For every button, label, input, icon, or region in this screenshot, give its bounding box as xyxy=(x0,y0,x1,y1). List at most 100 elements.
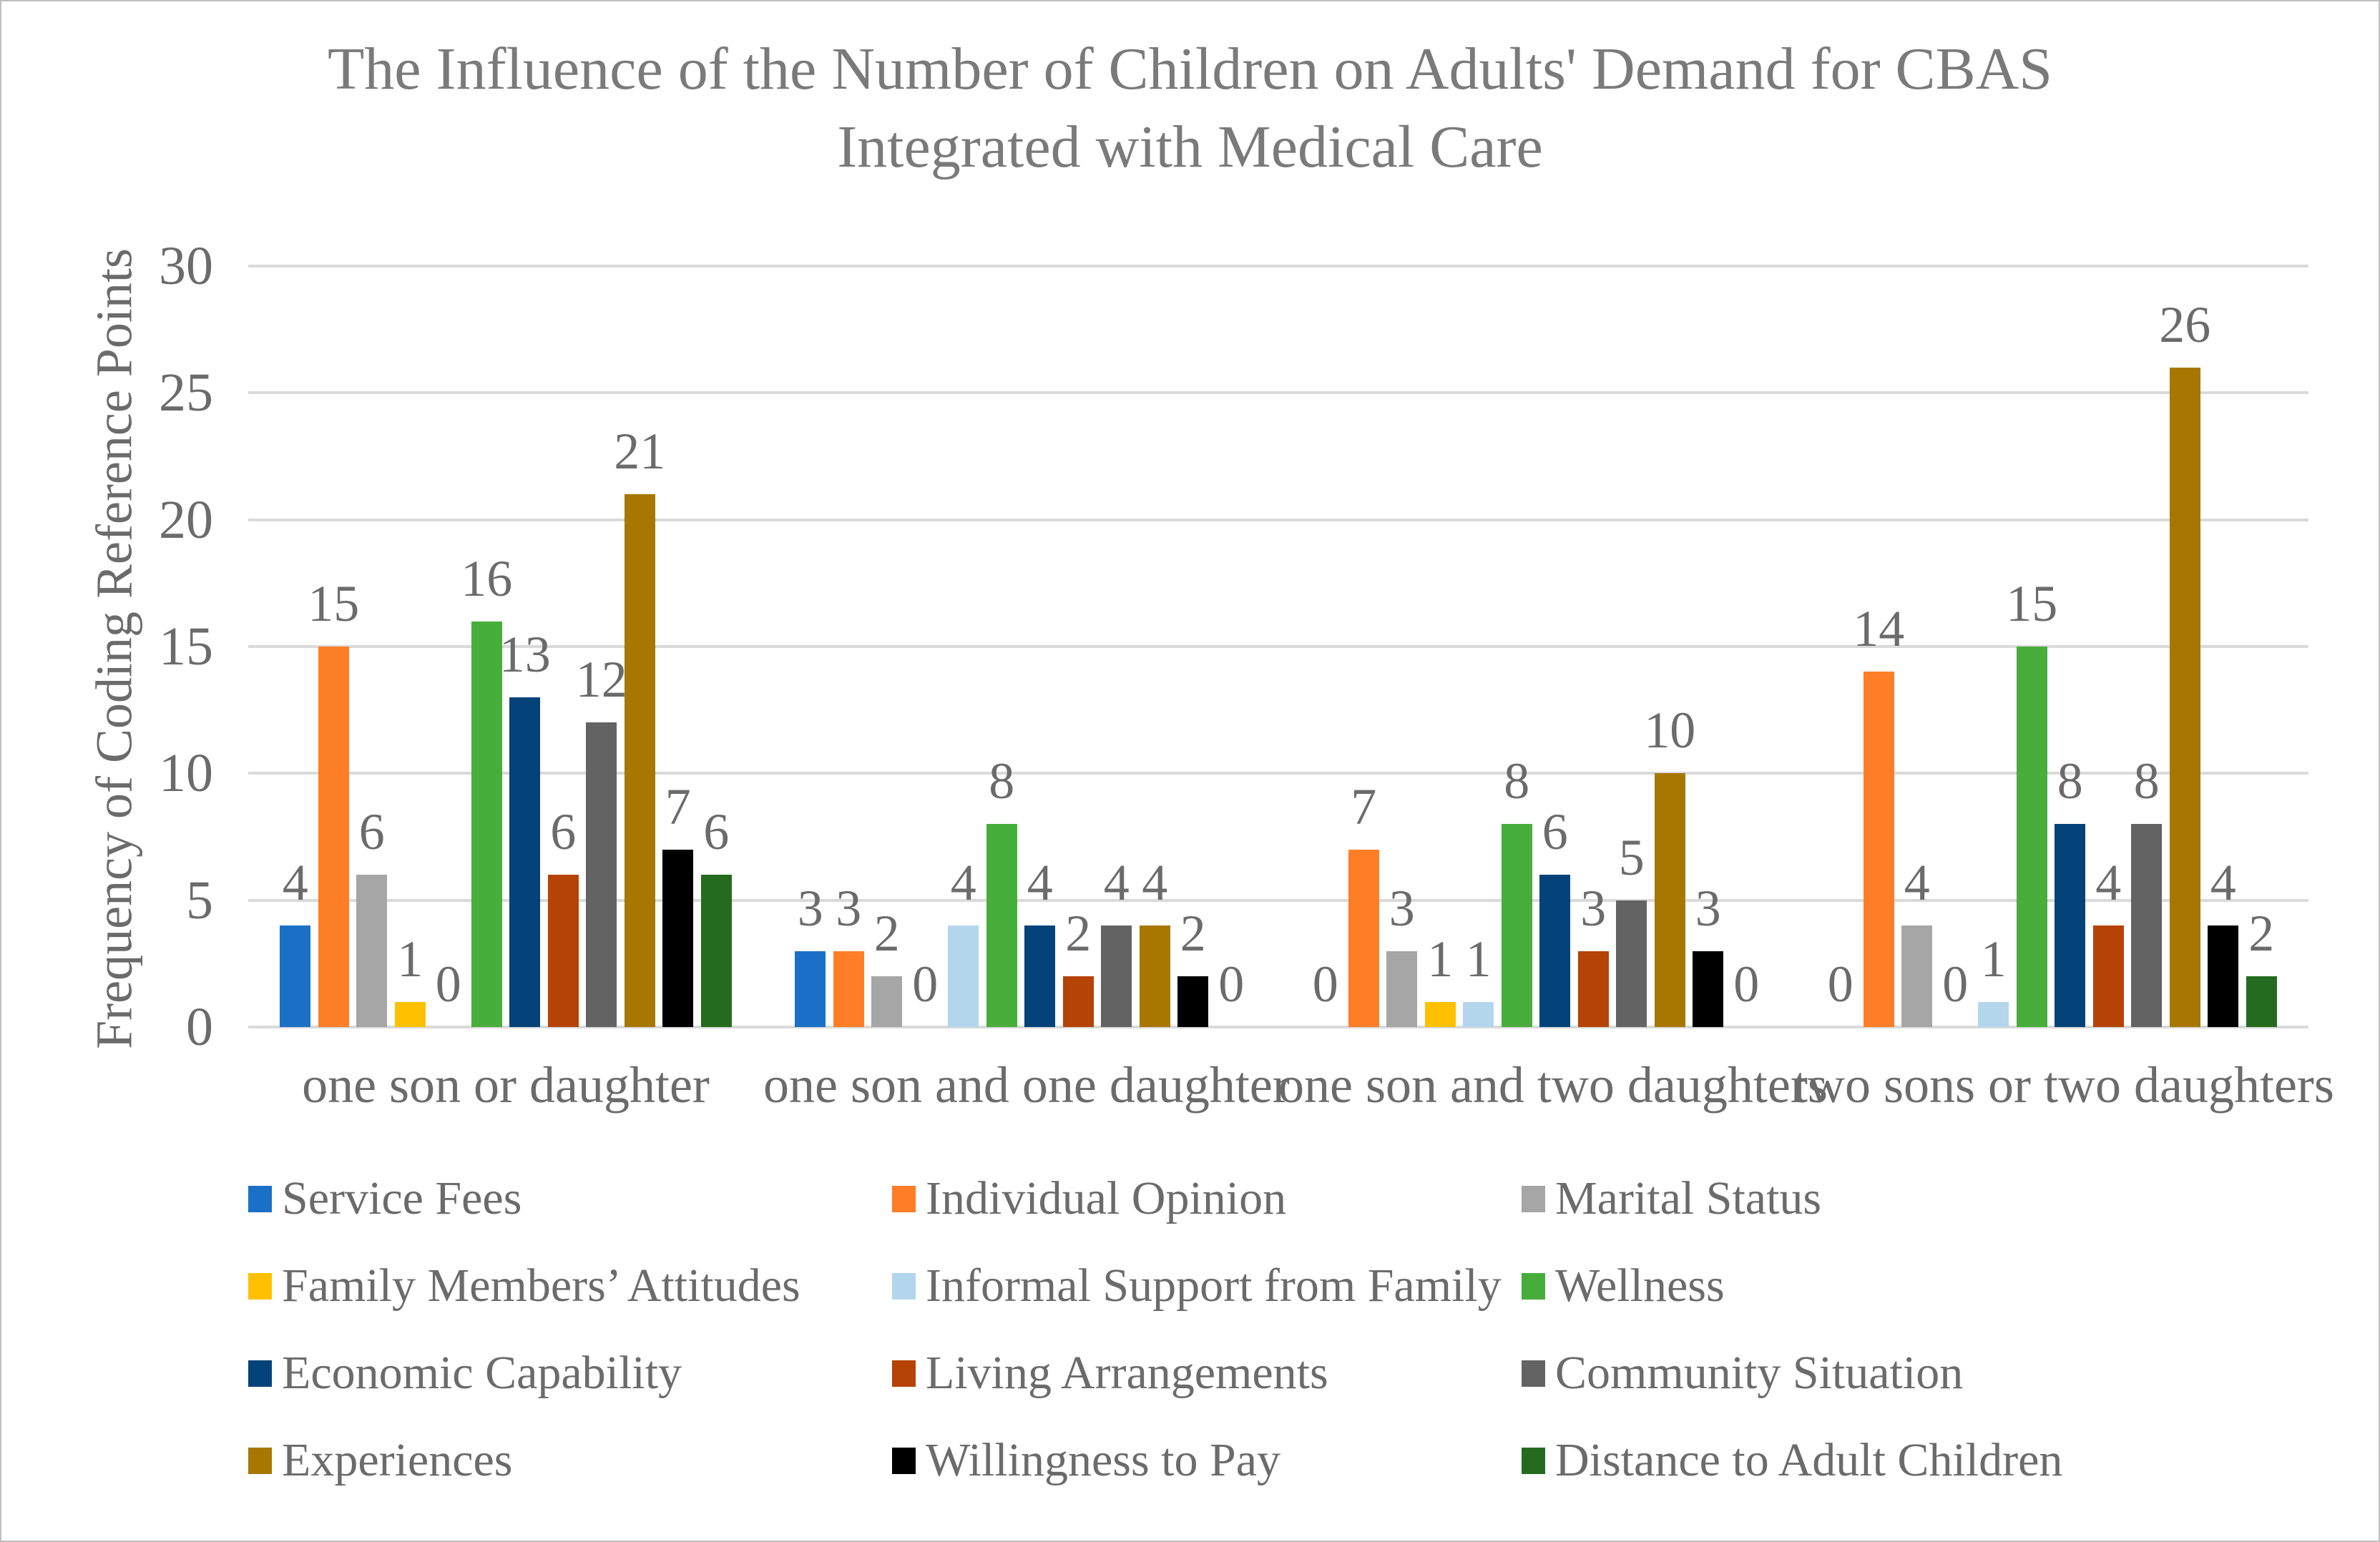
bar-cell-marital-status: 3 xyxy=(1386,266,1418,1027)
legend-color-swatch-individual-opinion xyxy=(892,1185,916,1212)
legend-item-label: Willingness to Pay xyxy=(926,1434,1280,1486)
legend-item-label: Living Arrangements xyxy=(926,1347,1328,1399)
bar-wellness-group2 xyxy=(986,824,1017,1027)
bar-cell-service-fees: 0 xyxy=(1310,266,1341,1027)
bar-value-label: 0 xyxy=(1942,956,1969,1013)
legend-item-label: Marital Status xyxy=(1555,1172,1822,1224)
bar-value-label: 3 xyxy=(797,879,823,937)
y-tick-label-30: 30 xyxy=(159,236,213,296)
bar-cell-community-situation: 8 xyxy=(2131,266,2163,1027)
bar-cell-living-arrangements: 6 xyxy=(547,266,579,1027)
bar-economic-capability-group3 xyxy=(1539,875,1571,1027)
bar-cell-economic-capability: 6 xyxy=(1539,266,1571,1027)
bar-cell-living-arrangements: 3 xyxy=(1577,266,1609,1027)
bar-experiences-group3 xyxy=(1654,773,1685,1027)
bar-cell-distance-to-adult-children: 6 xyxy=(700,266,732,1027)
bar-cell-economic-capability: 8 xyxy=(2055,266,2086,1027)
legend-item-label: Family Members’ Attitudes xyxy=(282,1259,800,1312)
bar-cell-individual-opinion: 3 xyxy=(833,266,864,1027)
legend-item-community-situation: Community Situation xyxy=(1522,1347,2062,1399)
gridline-10 xyxy=(248,772,2308,775)
bar-value-label: 8 xyxy=(2133,752,2160,810)
legend: Service Fees Individual Opinion Marital St… xyxy=(248,1172,2062,1486)
bar-cell-willingness-to-pay: 2 xyxy=(1177,266,1209,1027)
bar-value-label: 10 xyxy=(1644,702,1696,760)
legend-item-label: Experiences xyxy=(282,1434,513,1486)
legend-item-family-members-attitudes: Family Members’ Attitudes xyxy=(248,1259,892,1312)
bar-individual-opinion-group3 xyxy=(1348,849,1379,1027)
bar-informal-support-from-family-group2 xyxy=(948,925,979,1027)
legend-item-service-fees: Service Fees xyxy=(248,1172,892,1224)
bar-value-label: 2 xyxy=(1180,905,1206,963)
bar-willingness-to-pay-group2 xyxy=(1177,976,1209,1027)
bar-cell-family-members-attitudes: 1 xyxy=(1424,266,1456,1027)
x-category-label-2: one son and one daughter xyxy=(763,1056,1290,1114)
bar-value-label: 3 xyxy=(1389,879,1415,937)
bar-individual-opinion-group1 xyxy=(318,647,349,1027)
bar-marital-status-group1 xyxy=(356,875,388,1027)
bar-community-situation-group2 xyxy=(1101,925,1132,1027)
bar-value-label: 4 xyxy=(282,854,308,912)
bar-cell-individual-opinion: 15 xyxy=(308,266,359,1027)
bar-cell-wellness: 8 xyxy=(986,266,1017,1027)
legend-color-swatch-living-arrangements xyxy=(892,1360,916,1387)
bar-marital-status-group4 xyxy=(1901,925,1933,1027)
bar-living-arrangements-group2 xyxy=(1062,976,1094,1027)
chart-title: The Influence of the Number of Children … xyxy=(1,30,2379,186)
bar-value-label: 1 xyxy=(1427,930,1454,988)
y-tick-label-10: 10 xyxy=(159,743,213,804)
x-category-label-1: one son or daughter xyxy=(302,1056,710,1114)
gridline-30 xyxy=(248,265,2308,267)
bar-value-label: 8 xyxy=(989,752,1015,810)
legend-item-economic-capability: Economic Capability xyxy=(248,1347,892,1399)
bar-value-label: 1 xyxy=(1465,930,1492,988)
bar-willingness-to-pay-group3 xyxy=(1693,951,1724,1027)
bar-value-label: 3 xyxy=(1580,879,1607,937)
bar-living-arrangements-group4 xyxy=(2092,925,2124,1027)
bar-value-label: 8 xyxy=(2057,752,2083,810)
gridline-20 xyxy=(248,518,2308,521)
legend-item-label: Community Situation xyxy=(1555,1347,1964,1399)
bar-value-label: 26 xyxy=(2159,295,2211,353)
legend-item-experiences: Experiences xyxy=(248,1434,892,1486)
bar-cell-living-arrangements: 4 xyxy=(2092,266,2124,1027)
bar-value-label: 6 xyxy=(550,803,577,861)
legend-color-swatch-economic-capability xyxy=(248,1360,272,1387)
bar-individual-opinion-group4 xyxy=(1863,672,1894,1027)
bar-wellness-group3 xyxy=(1501,824,1532,1027)
legend-item-individual-opinion: Individual Opinion xyxy=(892,1172,1522,1224)
bar-cell-informal-support-from-family: 1 xyxy=(1978,266,2009,1027)
gridline-15 xyxy=(248,645,2308,648)
gridline-5 xyxy=(248,898,2308,902)
bar-cell-willingness-to-pay: 4 xyxy=(2208,266,2239,1027)
bar-value-label: 16 xyxy=(461,549,513,607)
bar-value-label: 4 xyxy=(1103,854,1130,912)
gridline-0 xyxy=(248,1026,2308,1028)
bar-economic-capability-group4 xyxy=(2055,824,2086,1027)
bar-willingness-to-pay-group4 xyxy=(2208,925,2239,1027)
bar-value-label: 0 xyxy=(435,956,461,1013)
bar-cell-individual-opinion: 7 xyxy=(1348,266,1379,1027)
bar-group-two-sons-or-two-daughters: 0 14 4 0 1 15 8 4 8 26 4 2 xyxy=(1793,266,2308,1027)
bar-value-label: 8 xyxy=(1504,752,1530,810)
legend-item-living-arrangements: Living Arrangements xyxy=(892,1347,1522,1399)
bar-value-label: 14 xyxy=(1853,600,1905,658)
plot-area: 4 15 6 1 0 16 13 6 12 21 7 6 3 3 2 0 4 8 4 2 4 4 2 0 0 7 3 1 1 8 6 3 5 10… xyxy=(248,265,2308,1028)
bar-value-label: 15 xyxy=(2006,575,2058,632)
legend-color-swatch-wellness xyxy=(1522,1272,1545,1300)
legend-color-swatch-willingness-to-pay xyxy=(892,1447,916,1474)
bar-experiences-group4 xyxy=(2169,367,2200,1027)
legend-item-informal-support-from-family: Informal Support from Family xyxy=(892,1259,1522,1312)
bar-living-arrangements-group1 xyxy=(547,875,579,1027)
bar-community-situation-group4 xyxy=(2131,824,2163,1027)
bar-cell-informal-support-from-family: 1 xyxy=(1463,266,1494,1027)
bar-cell-economic-capability: 4 xyxy=(1024,266,1056,1027)
bar-cell-marital-status: 4 xyxy=(1901,266,1933,1027)
bar-value-label: 2 xyxy=(2248,905,2275,963)
bar-value-label: 6 xyxy=(703,803,730,861)
bar-value-label: 4 xyxy=(1027,854,1053,912)
bar-group-one-son-or-daughter: 4 15 6 1 0 16 13 6 12 21 7 6 xyxy=(248,266,763,1027)
chart-title-line2: Integrated with Medical Care xyxy=(837,114,1543,181)
